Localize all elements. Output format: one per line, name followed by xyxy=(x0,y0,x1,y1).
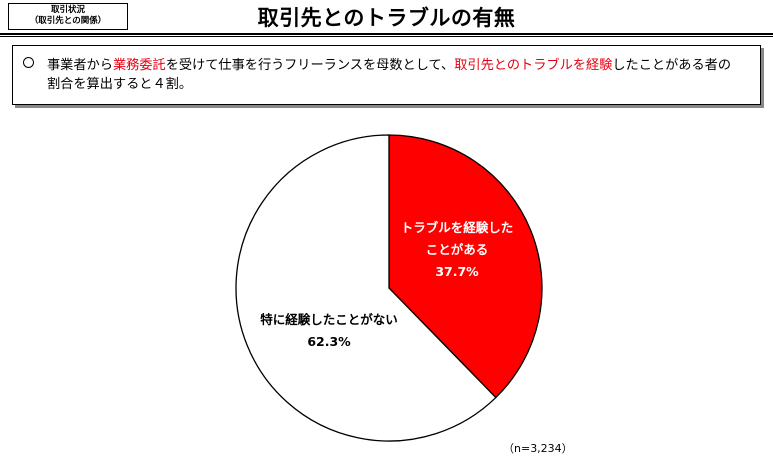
pie-category-label: トラブルを経験した xyxy=(401,220,514,235)
pie-category-label: 特に経験したことがない xyxy=(260,312,398,327)
summary-part1: 事業者から xyxy=(47,58,113,73)
pie-value-label: 62.3% xyxy=(307,334,351,349)
section-tag-line2: （取引先との関係） xyxy=(29,16,107,26)
summary-line2: 割合を算出すると４割。 xyxy=(47,77,193,92)
sample-size-note: （n=3,234） xyxy=(503,442,573,455)
page-title: 取引先とのトラブルの有無 xyxy=(257,6,516,30)
pie-category-label: ことがある xyxy=(426,242,489,257)
title-rule-thin xyxy=(0,36,773,37)
summary-part3: したことがある者の xyxy=(612,58,732,73)
summary-box: 事業者から業務委託を受けて仕事を行うフリーランスを母数として、取引先とのトラブル… xyxy=(12,45,761,105)
summary-part2: を受けて仕事を行うフリーランスを母数として、 xyxy=(165,58,455,73)
bullet-circle-icon xyxy=(23,57,34,68)
pie-label-trouble-experienced: トラブルを経験したことがある 37.7% xyxy=(401,220,514,279)
pie-slice-trouble-experienced xyxy=(388,134,543,399)
summary-highlight2: 取引先とのトラブルを経験 xyxy=(454,58,613,73)
title-rule-thick xyxy=(0,33,773,35)
pie-label-no-experience: 特に経験したことがない 62.3% xyxy=(260,312,398,349)
pie-slice-no-experience xyxy=(235,134,497,442)
section-tag: 取引状況 （取引先との関係） xyxy=(8,3,128,30)
section-tag-line1: 取引状況 xyxy=(50,5,85,15)
pie-value-label: 37.7% xyxy=(435,264,479,279)
summary-text: 事業者から業務委託を受けて仕事を行うフリーランスを母数として、取引先とのトラブル… xyxy=(47,56,747,94)
summary-highlight1: 業務委託 xyxy=(112,58,166,73)
